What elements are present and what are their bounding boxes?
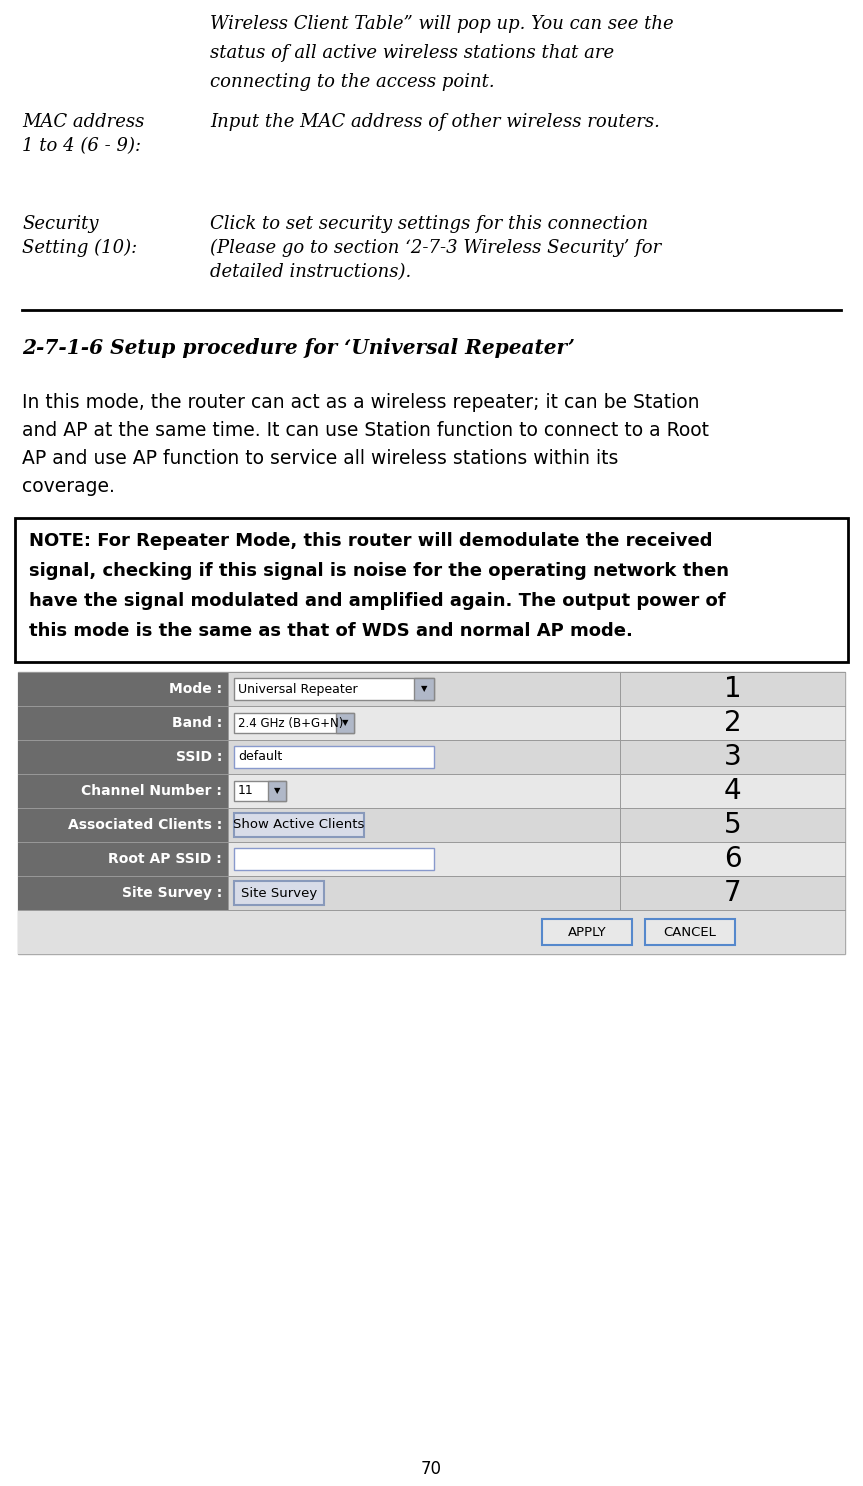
Text: this mode is the same as that of WDS and normal AP mode.: this mode is the same as that of WDS and… <box>29 623 633 640</box>
Text: connecting to the access point.: connecting to the access point. <box>210 73 494 91</box>
Text: Root AP SSID :: Root AP SSID : <box>108 851 222 866</box>
Text: 2: 2 <box>724 709 741 737</box>
Bar <box>234 849 434 869</box>
Bar <box>234 813 364 837</box>
Text: SSID :: SSID : <box>176 750 222 764</box>
Text: Mode :: Mode : <box>169 682 222 695</box>
Bar <box>234 678 434 700</box>
Text: Channel Number :: Channel Number : <box>81 785 222 798</box>
Text: detailed instructions).: detailed instructions). <box>210 263 412 281</box>
Bar <box>228 740 620 774</box>
Bar <box>18 740 228 774</box>
Bar <box>645 918 735 945</box>
Bar <box>15 519 848 661</box>
Text: AP and use AP function to service all wireless stations within its: AP and use AP function to service all wi… <box>22 449 619 468</box>
Text: Security: Security <box>22 215 98 233</box>
Text: Site Survey :: Site Survey : <box>122 886 222 901</box>
Text: 1 to 4 (6 - 9):: 1 to 4 (6 - 9): <box>22 137 142 155</box>
Bar <box>620 808 845 843</box>
Text: Setting (10):: Setting (10): <box>22 239 137 257</box>
Bar <box>18 843 228 877</box>
Bar <box>228 843 620 877</box>
Text: 1: 1 <box>724 675 741 703</box>
Text: 2.4 GHz (B+G+N): 2.4 GHz (B+G+N) <box>238 716 343 730</box>
Bar <box>542 918 632 945</box>
Bar <box>234 881 324 905</box>
Bar <box>414 678 434 700</box>
Bar <box>18 909 845 954</box>
Bar <box>228 706 620 740</box>
Text: ▼: ▼ <box>342 719 349 728</box>
Text: coverage.: coverage. <box>22 477 115 496</box>
Bar <box>620 740 845 774</box>
Bar <box>18 774 228 808</box>
Text: 3: 3 <box>723 743 741 771</box>
Text: Show Active Clients: Show Active Clients <box>233 819 365 832</box>
Text: ▼: ▼ <box>274 786 280 795</box>
Bar <box>18 672 228 706</box>
Text: Band :: Band : <box>172 716 222 730</box>
Text: 6: 6 <box>724 846 741 872</box>
Text: Universal Repeater: Universal Repeater <box>238 682 357 695</box>
Bar <box>18 706 228 740</box>
Bar <box>268 782 286 801</box>
Text: APPLY: APPLY <box>568 926 607 939</box>
Text: MAC address: MAC address <box>22 113 144 131</box>
Text: ▼: ▼ <box>421 685 427 694</box>
Bar <box>228 672 620 706</box>
Text: 11: 11 <box>238 785 254 798</box>
Bar <box>228 808 620 843</box>
Bar <box>18 877 228 909</box>
Bar <box>620 672 845 706</box>
Text: Site Survey: Site Survey <box>241 887 317 899</box>
Bar <box>18 672 845 954</box>
Bar <box>234 713 354 733</box>
Bar <box>620 706 845 740</box>
Text: In this mode, the router can act as a wireless repeater; it can be Station: In this mode, the router can act as a wi… <box>22 392 700 412</box>
Text: signal, checking if this signal is noise for the operating network then: signal, checking if this signal is noise… <box>29 562 729 580</box>
Bar <box>228 774 620 808</box>
Bar <box>18 808 228 843</box>
Text: Associated Clients :: Associated Clients : <box>68 817 222 832</box>
Text: 2-7-1-6 Setup procedure for ‘Universal Repeater’: 2-7-1-6 Setup procedure for ‘Universal R… <box>22 337 575 358</box>
Text: Click to set security settings for this connection: Click to set security settings for this … <box>210 215 648 233</box>
Text: Input the MAC address of other wireless routers.: Input the MAC address of other wireless … <box>210 113 660 131</box>
Text: status of all active wireless stations that are: status of all active wireless stations t… <box>210 45 614 62</box>
Bar <box>620 774 845 808</box>
Text: NOTE: For Repeater Mode, this router will demodulate the received: NOTE: For Repeater Mode, this router wil… <box>29 532 713 550</box>
Bar <box>228 877 620 909</box>
Text: 70: 70 <box>420 1461 442 1479</box>
Bar <box>234 782 286 801</box>
Text: 4: 4 <box>724 777 741 805</box>
Text: have the signal modulated and amplified again. The output power of: have the signal modulated and amplified … <box>29 591 726 609</box>
Text: CANCEL: CANCEL <box>664 926 716 939</box>
Text: 5: 5 <box>724 811 741 840</box>
Text: and AP at the same time. It can use Station function to connect to a Root: and AP at the same time. It can use Stat… <box>22 421 709 440</box>
Bar <box>620 843 845 877</box>
Text: 7: 7 <box>724 880 741 906</box>
Bar <box>336 713 354 733</box>
Bar <box>620 877 845 909</box>
Bar <box>234 746 434 768</box>
Text: default: default <box>238 750 282 764</box>
Text: Wireless Client Table” will pop up. You can see the: Wireless Client Table” will pop up. You … <box>210 15 674 33</box>
Text: (Please go to section ‘2-7-3 Wireless Security’ for: (Please go to section ‘2-7-3 Wireless Se… <box>210 239 661 257</box>
